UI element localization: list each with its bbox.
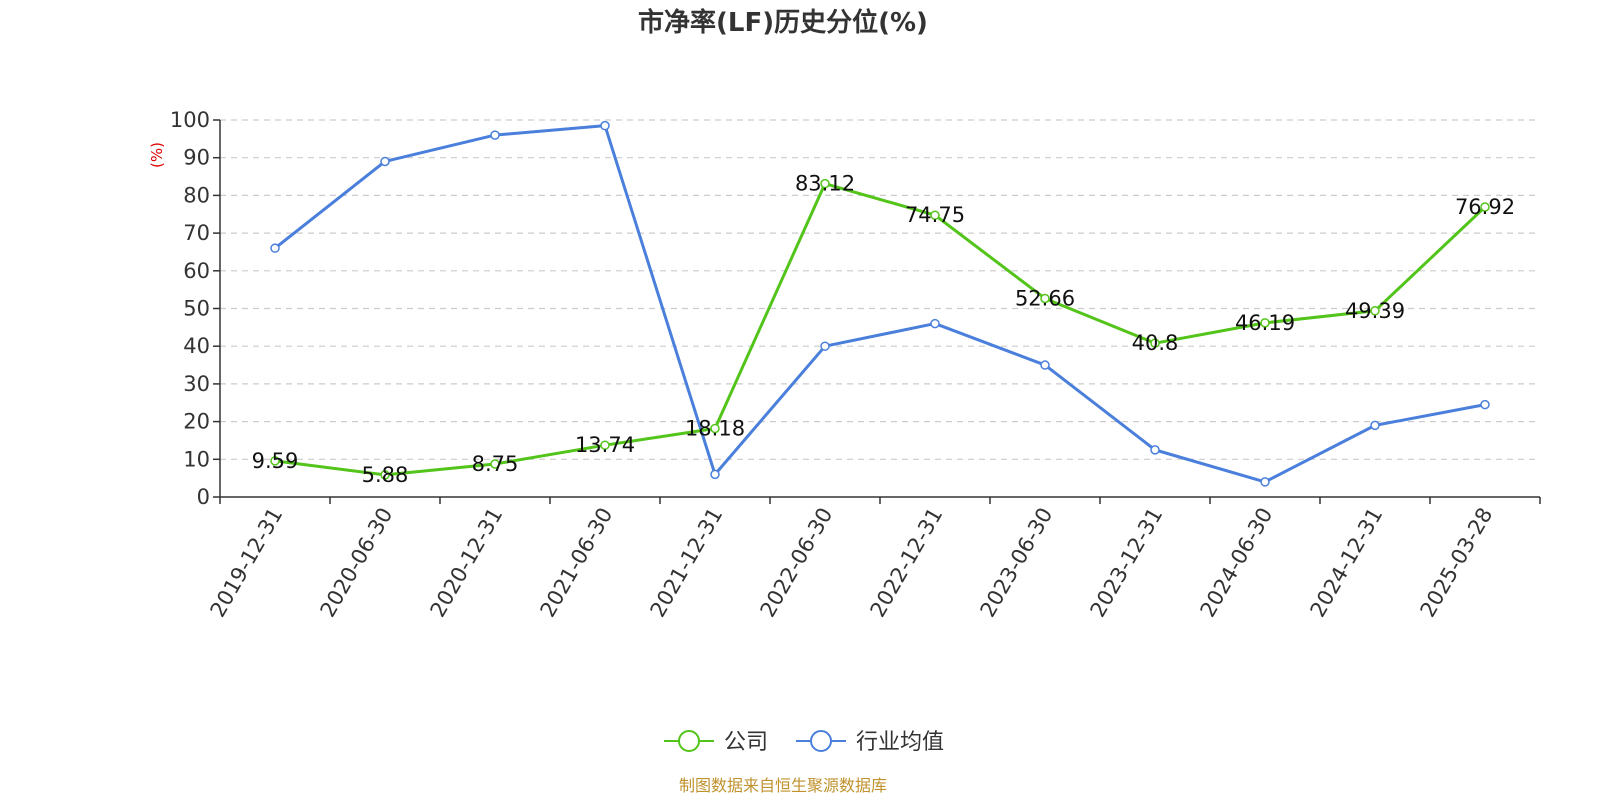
data-point: [1370, 306, 1380, 316]
y-tick-label: 80: [183, 183, 210, 207]
y-tick-label: 20: [183, 410, 210, 434]
y-tick-label: 70: [183, 221, 210, 245]
data-label: 40.8: [1132, 331, 1179, 355]
data-label: 5.88: [362, 463, 409, 487]
data-point: [380, 156, 390, 167]
data-point: [1370, 420, 1380, 431]
legend-item-0[interactable]: 公司: [664, 730, 768, 755]
x-tick-label: 2023-12-31: [1086, 504, 1168, 622]
data-point: [930, 318, 940, 329]
x-tick-label: 2022-12-31: [866, 504, 948, 622]
data-label: 49.39: [1345, 299, 1405, 323]
data-label: 52.66: [1015, 286, 1075, 310]
data-label: 18.18: [685, 416, 745, 440]
data-point: [270, 243, 280, 253]
x-tick-label: 2025-03-28: [1416, 504, 1498, 622]
data-label: 46.19: [1235, 311, 1295, 335]
y-axis-unit: (%): [148, 142, 166, 168]
data-point: [600, 440, 610, 450]
x-tick-label: 2024-06-30: [1196, 504, 1278, 622]
data-point: [820, 341, 830, 351]
data-point: [1040, 360, 1050, 370]
data-labels: 9.59 5.88 8.75 13.74 18.18 83.12 74.75 52.66 40.…: [252, 172, 1515, 487]
chart-title: 市净率(LF)历史分位(%): [638, 7, 928, 38]
data-label: 13.74: [575, 433, 635, 457]
x-tick-label: 2022-06-30: [756, 504, 838, 622]
data-point: [1260, 318, 1270, 328]
series-line-1: [274, 124, 1486, 484]
x-tick-label: 2020-06-30: [316, 504, 398, 622]
source-note: 制图数据来自恒生聚源数据库: [679, 776, 887, 795]
x-tick-label: 2019-12-31: [206, 504, 288, 622]
data-point: [380, 470, 390, 480]
y-tick-label: 50: [183, 297, 210, 321]
data-point: [270, 456, 280, 466]
legend-marker: [678, 730, 700, 752]
legend-label: 行业均值: [856, 730, 944, 755]
y-tick-label: 60: [183, 259, 210, 283]
data-label: 9.59: [252, 449, 299, 473]
data-point: [1260, 477, 1270, 487]
x-axis-ticks: 2019-12-31 2020-06-30 2020-12-31 2021-06-30…: [206, 497, 1541, 622]
x-tick-label: 2021-06-30: [536, 504, 618, 622]
x-tick-label: 2020-12-31: [426, 504, 508, 622]
data-label: 74.75: [905, 203, 965, 227]
data-label: 8.75: [472, 452, 519, 476]
data-point: [820, 178, 830, 189]
data-point: [1040, 293, 1050, 304]
series-line-0: [274, 182, 1487, 477]
legend-label: 公司: [724, 730, 768, 755]
y-tick-label: 0: [197, 485, 210, 509]
y-tick-label: 10: [183, 447, 210, 471]
data-point: [1150, 338, 1160, 348]
y-tick-label: 30: [183, 372, 210, 396]
data-point: [1150, 445, 1160, 455]
y-tick-label: 100: [170, 108, 210, 132]
data-point: [710, 423, 720, 434]
data-label: 76.92: [1455, 195, 1515, 219]
data-label: 83.12: [795, 172, 855, 196]
y-tick-label: 90: [183, 146, 210, 170]
data-point: [930, 210, 940, 220]
series-layer: [270, 120, 1490, 487]
data-point: [710, 469, 720, 480]
y-axis-ticks: 0 10 20 30 40 50 60 70 80 90 100: [170, 108, 220, 509]
x-tick-label: 2024-12-31: [1306, 504, 1388, 622]
x-tick-label: 2023-06-30: [976, 504, 1058, 622]
y-tick-label: 40: [183, 334, 210, 358]
grid-lines: [220, 119, 1540, 460]
data-point: [1480, 202, 1490, 212]
data-point: [490, 130, 500, 140]
data-point: [600, 120, 610, 131]
data-point: [490, 459, 500, 469]
data-point: [1480, 399, 1490, 410]
legend-item-1[interactable]: 行业均值: [796, 730, 944, 755]
legend[interactable]: 公司 行业均值: [664, 730, 944, 755]
legend-marker: [810, 730, 832, 752]
x-tick-label: 2021-12-31: [646, 504, 728, 622]
